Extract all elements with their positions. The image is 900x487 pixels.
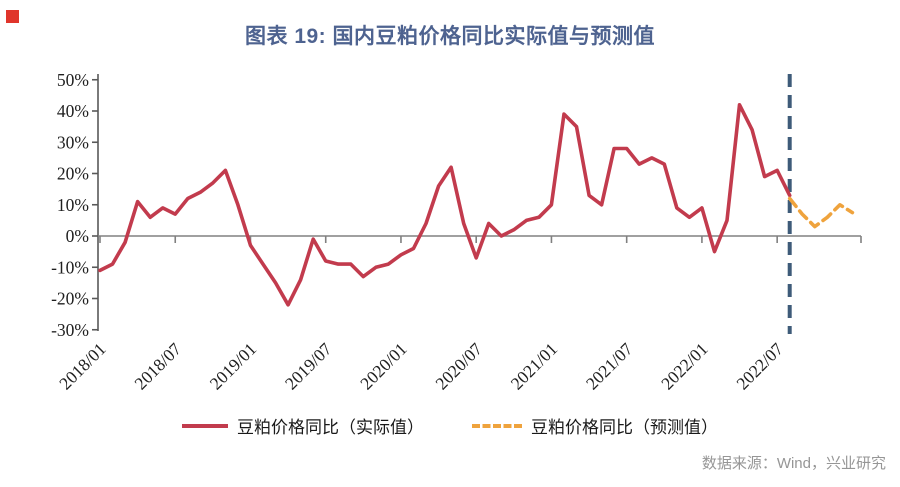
chart-title: 图表 19: 国内豆粕价格同比实际值与预测值 bbox=[244, 25, 656, 48]
corner-bullet-square bbox=[6, 10, 19, 23]
y-tick-label: 40% bbox=[57, 101, 89, 121]
legend-item-forecast: 豆粕价格同比（预测值） bbox=[472, 413, 718, 438]
y-tick-label: 30% bbox=[57, 132, 89, 152]
x-tick-label: 2018/07 bbox=[130, 339, 185, 394]
x-tick-label: 2019/01 bbox=[206, 339, 261, 394]
x-tick-label: 2022/01 bbox=[657, 339, 712, 394]
legend-label-actual: 豆粕价格同比（实际值） bbox=[237, 418, 424, 437]
x-tick-label: 2019/07 bbox=[281, 339, 336, 394]
data-source-note: 数据来源：Wind，兴业研究 bbox=[701, 455, 886, 472]
x-tick-label: 2020/07 bbox=[431, 339, 486, 394]
legend-item-actual: 豆粕价格同比（实际值） bbox=[182, 413, 424, 438]
y-tick-label: 0% bbox=[66, 226, 89, 246]
actual-line-swatch bbox=[182, 423, 228, 428]
actual-series-line bbox=[98, 103, 792, 307]
forecast-line-swatch bbox=[472, 423, 522, 428]
x-tick-label: 2022/07 bbox=[732, 339, 787, 394]
y-tick-label: 20% bbox=[57, 164, 89, 184]
x-tick-label: 2020/01 bbox=[356, 339, 411, 394]
x-tick-label: 2021/07 bbox=[582, 339, 637, 394]
y-tick-label: 10% bbox=[57, 195, 89, 215]
y-tick-label: -10% bbox=[51, 257, 89, 277]
x-tick-label: 2021/01 bbox=[507, 339, 562, 394]
x-tick-label: 2018/01 bbox=[55, 339, 110, 394]
chart-legend: 豆粕价格同比（实际值） 豆粕价格同比（预测值） bbox=[0, 413, 900, 438]
y-tick-label: -20% bbox=[51, 289, 89, 309]
y-tick-label: -30% bbox=[51, 320, 89, 340]
legend-label-forecast: 豆粕价格同比（预测值） bbox=[531, 418, 718, 437]
y-tick-label: 50% bbox=[57, 70, 89, 90]
forecast-series-line bbox=[787, 196, 855, 229]
